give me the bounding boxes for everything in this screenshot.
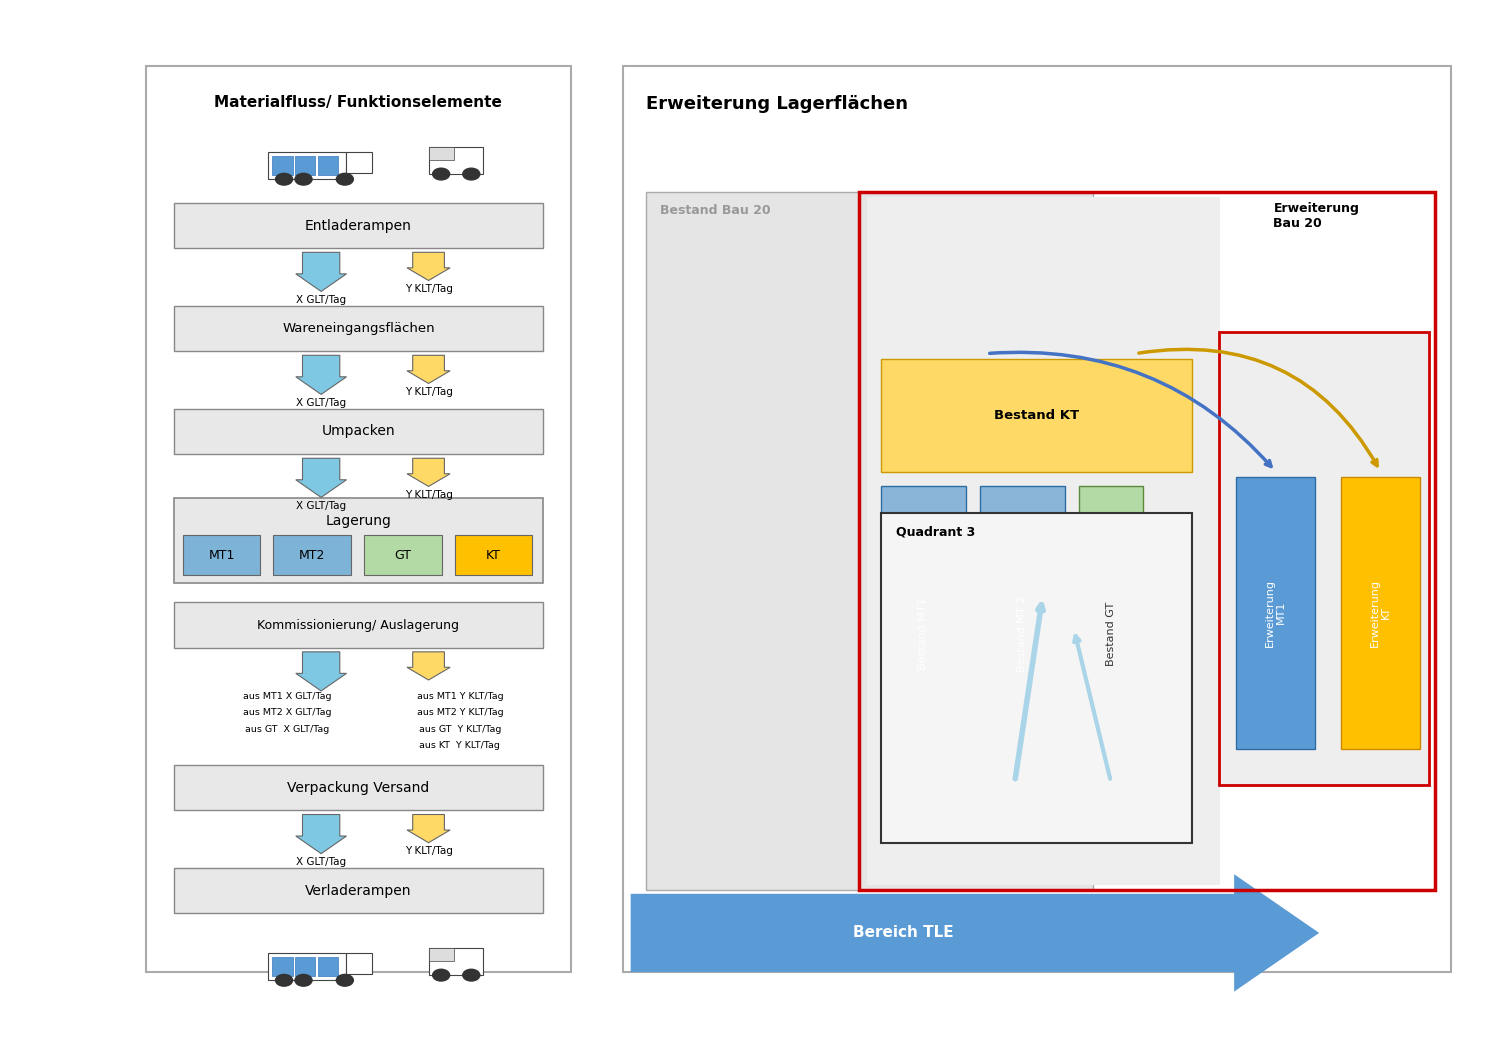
FancyBboxPatch shape <box>1236 476 1316 748</box>
FancyBboxPatch shape <box>318 156 338 175</box>
FancyBboxPatch shape <box>880 359 1192 472</box>
Text: Y KLT/Tag: Y KLT/Tag <box>405 387 453 397</box>
FancyBboxPatch shape <box>1078 486 1143 782</box>
FancyBboxPatch shape <box>454 536 532 575</box>
FancyBboxPatch shape <box>296 156 315 175</box>
Circle shape <box>432 969 450 981</box>
Text: Materialfluss/ Funktionselemente: Materialfluss/ Funktionselemente <box>214 94 502 110</box>
FancyBboxPatch shape <box>174 202 543 248</box>
FancyBboxPatch shape <box>273 957 292 976</box>
Polygon shape <box>296 252 346 292</box>
FancyBboxPatch shape <box>880 486 966 782</box>
FancyBboxPatch shape <box>174 409 543 455</box>
Text: Bestand Bau 20: Bestand Bau 20 <box>660 204 771 217</box>
Circle shape <box>296 173 312 185</box>
FancyBboxPatch shape <box>867 197 1221 884</box>
Text: MT2: MT2 <box>298 548 326 562</box>
Text: X GLT/Tag: X GLT/Tag <box>296 295 346 305</box>
FancyBboxPatch shape <box>429 146 483 174</box>
FancyBboxPatch shape <box>1220 331 1430 785</box>
FancyBboxPatch shape <box>364 536 441 575</box>
Text: Bestand MT 2: Bestand MT 2 <box>1017 596 1028 672</box>
Text: aus GT  Y KLT/Tag: aus GT Y KLT/Tag <box>419 725 501 734</box>
Polygon shape <box>296 815 346 853</box>
FancyBboxPatch shape <box>174 498 543 583</box>
Circle shape <box>296 975 312 986</box>
Text: Bereich TLE: Bereich TLE <box>852 926 952 940</box>
FancyBboxPatch shape <box>296 957 315 976</box>
Text: Quadrant 3: Quadrant 3 <box>896 525 975 539</box>
Text: Y KLT/Tag: Y KLT/Tag <box>405 490 453 499</box>
FancyBboxPatch shape <box>980 486 1065 782</box>
Text: Wareneingangsflächen: Wareneingangsflächen <box>282 322 435 335</box>
Text: X GLT/Tag: X GLT/Tag <box>296 857 346 867</box>
Text: GT: GT <box>394 548 411 562</box>
FancyBboxPatch shape <box>880 514 1192 843</box>
FancyBboxPatch shape <box>645 192 1092 890</box>
Text: aus KT  Y KLT/Tag: aus KT Y KLT/Tag <box>420 741 501 750</box>
FancyBboxPatch shape <box>622 66 1450 972</box>
Text: X GLT/Tag: X GLT/Tag <box>296 500 346 511</box>
Text: Erweiterung Lagerflächen: Erweiterung Lagerflächen <box>645 94 908 113</box>
FancyBboxPatch shape <box>429 948 453 961</box>
Text: X GLT/Tag: X GLT/Tag <box>296 398 346 408</box>
FancyBboxPatch shape <box>1341 476 1420 748</box>
Polygon shape <box>406 652 450 680</box>
FancyBboxPatch shape <box>318 957 338 976</box>
Circle shape <box>464 168 480 180</box>
FancyBboxPatch shape <box>174 306 543 351</box>
Text: Erweiterung
Bau 20: Erweiterung Bau 20 <box>1274 202 1359 230</box>
Text: MT1: MT1 <box>209 548 236 562</box>
FancyBboxPatch shape <box>346 152 372 173</box>
Text: Lagerung: Lagerung <box>326 514 392 528</box>
Text: Y KLT/Tag: Y KLT/Tag <box>405 283 453 294</box>
Text: Bestand GT: Bestand GT <box>1106 601 1116 665</box>
Text: KT: KT <box>486 548 501 562</box>
Text: Erweiterung
MT1: Erweiterung MT1 <box>1264 579 1287 647</box>
FancyBboxPatch shape <box>346 953 372 975</box>
Text: Y KLT/Tag: Y KLT/Tag <box>405 846 453 856</box>
Polygon shape <box>406 815 450 843</box>
Text: Verladerampen: Verladerampen <box>304 883 411 898</box>
Text: aus MT2 X GLT/Tag: aus MT2 X GLT/Tag <box>243 708 332 717</box>
Text: Entladerampen: Entladerampen <box>304 219 412 233</box>
Text: Umpacken: Umpacken <box>321 425 394 438</box>
Text: Bestand MT1: Bestand MT1 <box>918 597 928 670</box>
Polygon shape <box>296 458 346 497</box>
Circle shape <box>276 173 292 185</box>
Text: aus MT1 Y KLT/Tag: aus MT1 Y KLT/Tag <box>417 691 503 701</box>
Circle shape <box>432 168 450 180</box>
Text: Kommissionierung/ Auslagerung: Kommissionierung/ Auslagerung <box>258 619 459 631</box>
Circle shape <box>464 969 480 981</box>
Polygon shape <box>406 252 450 280</box>
FancyBboxPatch shape <box>268 953 346 980</box>
Text: aus MT2 Y KLT/Tag: aus MT2 Y KLT/Tag <box>417 708 503 717</box>
FancyBboxPatch shape <box>429 948 483 975</box>
Text: Bestand KT: Bestand KT <box>994 409 1078 421</box>
Text: aus MT1 X GLT/Tag: aus MT1 X GLT/Tag <box>243 691 332 701</box>
Polygon shape <box>406 458 450 487</box>
FancyBboxPatch shape <box>174 868 543 913</box>
Text: Erweiterung
KT: Erweiterung KT <box>1370 579 1392 647</box>
Text: aus GT  X GLT/Tag: aus GT X GLT/Tag <box>244 725 328 734</box>
Circle shape <box>276 975 292 986</box>
FancyBboxPatch shape <box>273 536 351 575</box>
FancyBboxPatch shape <box>630 874 1318 991</box>
Text: Verpackung Versand: Verpackung Versand <box>288 781 429 795</box>
Circle shape <box>336 975 354 986</box>
FancyBboxPatch shape <box>268 152 346 180</box>
Polygon shape <box>406 355 450 383</box>
FancyBboxPatch shape <box>174 602 543 648</box>
FancyBboxPatch shape <box>146 66 572 972</box>
FancyBboxPatch shape <box>429 146 453 160</box>
FancyBboxPatch shape <box>183 536 261 575</box>
FancyBboxPatch shape <box>273 156 292 175</box>
Polygon shape <box>296 355 346 394</box>
Circle shape <box>336 173 354 185</box>
Polygon shape <box>296 652 346 691</box>
FancyBboxPatch shape <box>174 765 543 811</box>
